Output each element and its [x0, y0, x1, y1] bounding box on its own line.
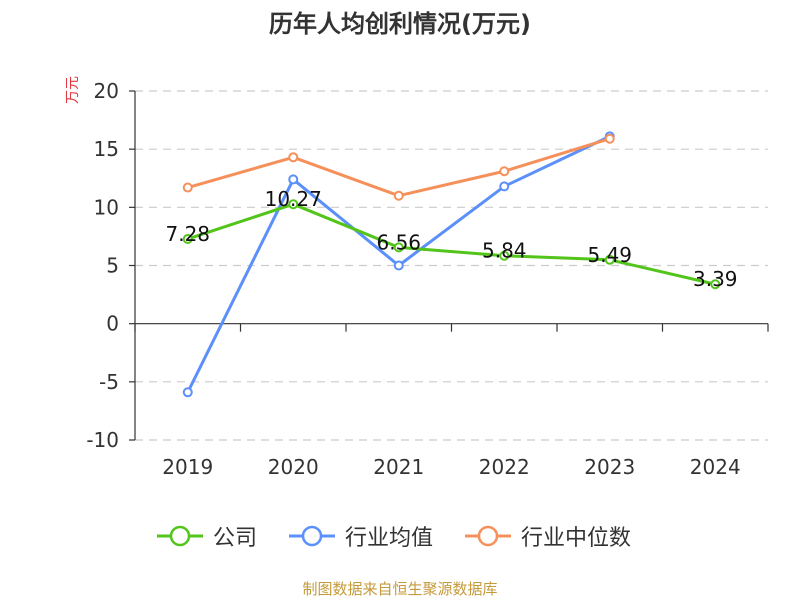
data-point: [604, 254, 615, 265]
legend-label-industry-average: 行业均值: [345, 526, 434, 551]
data-label: 6.56: [376, 230, 421, 254]
line-chart: 20 15 10 5 0 -5 -10 2019 2020 2021 2022 2023 2024 7.2…: [86, 79, 769, 479]
source-footer: 制图数据来自恒生聚源数据库: [302, 580, 498, 598]
legend-label-company: 公司: [213, 526, 258, 551]
x-tick-label: 2020: [268, 455, 319, 479]
data-point: [604, 133, 615, 144]
data-point: [182, 182, 193, 193]
x-tick-label: 2019: [162, 455, 213, 479]
y-tick-label: 0: [106, 312, 119, 336]
data-point: [499, 250, 510, 261]
x-tick-label: 2022: [479, 455, 530, 479]
y-tick-label: -5: [99, 370, 119, 394]
data-label: 5.84: [482, 239, 527, 263]
data-label: 5.49: [587, 243, 632, 267]
data-point: [288, 199, 299, 210]
data-point: [499, 181, 510, 192]
data-point: [710, 279, 721, 290]
y-tick-label: 10: [94, 195, 119, 219]
legend-marker-industry-average: [289, 525, 335, 547]
legend-item-industry-average[interactable]: 行业均值: [287, 520, 433, 552]
x-tick-label: 2023: [584, 455, 635, 479]
series-line: [187, 202, 716, 286]
data-label: 3.39: [693, 267, 738, 291]
legend: 公司 行业均值 行业中位数: [0, 520, 800, 556]
x-tick-label: 2024: [690, 455, 741, 479]
data-point: [393, 190, 404, 201]
x-tick-label: 2021: [373, 455, 424, 479]
data-point: [499, 166, 510, 177]
legend-item-company[interactable]: 公司: [155, 520, 257, 552]
y-tick-label: 20: [94, 79, 119, 103]
chart-title: 历年人均创利情况(万元): [269, 10, 531, 38]
y-tick-label: -10: [86, 428, 119, 452]
y-tick-label: 15: [94, 137, 119, 161]
y-tick-label: 5: [106, 254, 119, 278]
data-label: 7.28: [165, 222, 210, 246]
data-label: 10.27: [265, 187, 322, 211]
data-point: [288, 174, 299, 185]
data-point: [182, 233, 193, 244]
data-point: [288, 152, 299, 163]
legend-label-industry-median: 行业中位数: [521, 526, 632, 551]
data-point: [393, 242, 404, 253]
legend-marker-industry-median: [465, 525, 511, 547]
data-point: [393, 260, 404, 271]
data-point: [182, 387, 193, 398]
legend-marker-company: [157, 525, 203, 547]
legend-item-industry-median[interactable]: 行业中位数: [463, 520, 631, 552]
